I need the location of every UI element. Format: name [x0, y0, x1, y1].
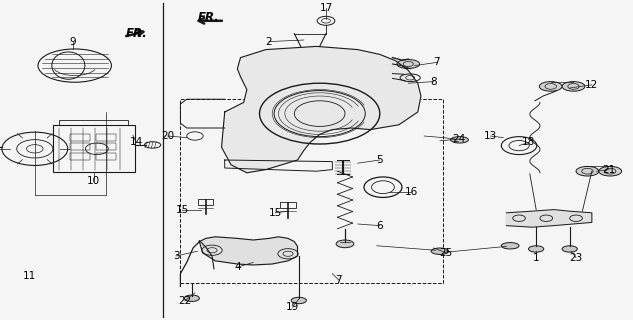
- Polygon shape: [222, 46, 421, 173]
- Text: FR.: FR.: [198, 12, 220, 24]
- Bar: [53, 125, 135, 172]
- Bar: [70, 153, 90, 160]
- Text: 12: 12: [586, 80, 598, 90]
- Bar: [70, 134, 90, 141]
- Text: 7: 7: [335, 275, 342, 285]
- Bar: [96, 143, 116, 150]
- Ellipse shape: [562, 246, 577, 252]
- Ellipse shape: [184, 295, 199, 301]
- Text: 21: 21: [603, 164, 615, 175]
- Text: 13: 13: [484, 131, 497, 141]
- Text: 19: 19: [286, 302, 299, 312]
- Polygon shape: [199, 237, 298, 265]
- Ellipse shape: [431, 248, 449, 254]
- Bar: [180, 99, 443, 283]
- Text: 18: 18: [522, 137, 535, 148]
- Text: 11: 11: [23, 271, 35, 281]
- Text: 14: 14: [130, 137, 142, 148]
- Ellipse shape: [397, 60, 420, 68]
- Text: 10: 10: [87, 176, 100, 186]
- Ellipse shape: [336, 240, 354, 248]
- Polygon shape: [506, 210, 592, 227]
- Text: 22: 22: [179, 296, 191, 306]
- Text: 1: 1: [533, 252, 539, 263]
- Ellipse shape: [599, 166, 622, 176]
- Bar: [96, 134, 116, 141]
- Bar: [96, 153, 116, 160]
- Ellipse shape: [562, 82, 585, 91]
- Text: 8: 8: [430, 76, 437, 87]
- Text: FR.: FR.: [125, 28, 147, 40]
- Ellipse shape: [451, 137, 468, 143]
- Bar: [198, 199, 213, 205]
- Text: 25: 25: [440, 248, 453, 258]
- Ellipse shape: [501, 243, 519, 249]
- Text: 7: 7: [434, 57, 440, 68]
- Text: 15: 15: [269, 208, 282, 218]
- Ellipse shape: [576, 166, 599, 176]
- Text: 5: 5: [377, 155, 383, 165]
- Text: 9: 9: [70, 36, 76, 47]
- Text: 20: 20: [161, 131, 174, 141]
- Text: 15: 15: [176, 204, 189, 215]
- Text: 16: 16: [405, 187, 418, 197]
- Text: 4: 4: [234, 262, 241, 272]
- Bar: [59, 120, 128, 125]
- Text: 3: 3: [173, 251, 179, 261]
- Text: 17: 17: [320, 3, 332, 13]
- Ellipse shape: [529, 246, 544, 252]
- Text: 6: 6: [377, 220, 383, 231]
- Bar: [280, 202, 296, 208]
- Text: 24: 24: [453, 134, 465, 144]
- Ellipse shape: [291, 297, 306, 304]
- Text: 23: 23: [570, 252, 582, 263]
- Bar: [70, 143, 90, 150]
- Text: 2: 2: [266, 36, 272, 47]
- Ellipse shape: [539, 82, 562, 91]
